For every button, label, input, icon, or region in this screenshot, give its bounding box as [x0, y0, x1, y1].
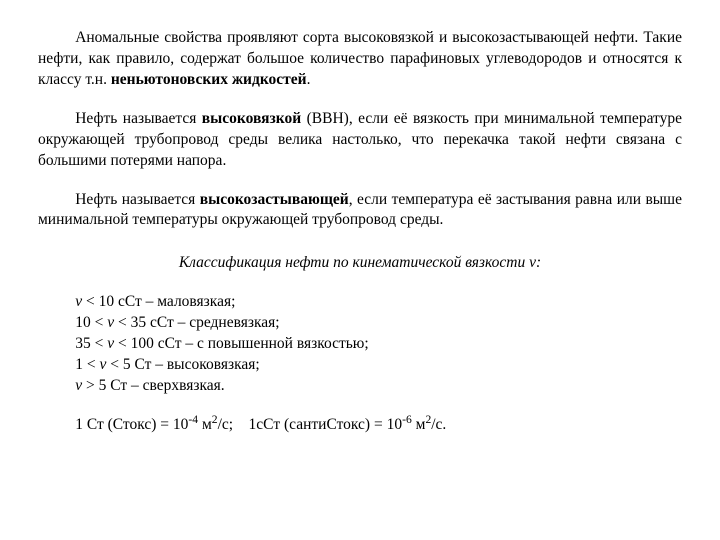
units-a-sup: -4 — [188, 413, 198, 426]
units-c-sup: -6 — [402, 413, 412, 426]
units-d: м — [412, 416, 426, 433]
list-row-3: 35 < ν < 100 сСт – с повышенной вязкость… — [38, 334, 682, 355]
list-row-2-b: < 35 сСт – средневязкая; — [114, 314, 280, 331]
units-a: 1 Ст (Стокс) = 10 — [75, 416, 188, 433]
heading-text-2: : — [536, 254, 541, 271]
list-row-2: 10 < ν < 35 сСт – средневязкая; — [38, 313, 682, 334]
p1-bold-1: неньютоновских жидкостей — [111, 71, 307, 88]
units-c: /с; 1сСт (сантиСтокс) = 10 — [218, 416, 403, 433]
units-e: /с. — [431, 416, 446, 433]
document-page: Аномальные свойства проявляют сорта высо… — [0, 0, 720, 456]
paragraph-3: Нефть называется высокозастывающей, если… — [38, 190, 682, 232]
list-row-5: ν > 5 Ст – сверхвязкая. — [38, 376, 682, 397]
p2-text-1: Нефть называется — [75, 110, 202, 127]
list-row-5-text: > 5 Ст – сверхвязкая. — [82, 377, 225, 394]
viscosity-list: ν < 10 сСт – маловязкая; 10 < ν < 35 сСт… — [38, 292, 682, 397]
units-row: 1 Ст (Стокс) = 10-4 м2/с; 1сСт (сантиСто… — [38, 415, 682, 436]
p2-bold-1: высоковязкой — [202, 110, 301, 127]
list-row-4-b: < 5 Ст – высоковязкая; — [106, 356, 259, 373]
heading-symbol: ν — [529, 254, 536, 271]
p3-bold-1: высокозастывающей — [200, 191, 349, 208]
paragraph-2: Нефть называется высоковязкой (ВВН), есл… — [38, 109, 682, 172]
paragraph-1: Аномальные свойства проявляют сорта высо… — [38, 28, 682, 91]
list-row-1-text: < 10 сСт – маловязкая; — [82, 293, 235, 310]
p3-text-1: Нефть называется — [75, 191, 200, 208]
list-row-4-a: 1 < — [75, 356, 99, 373]
p1-text-2: . — [307, 71, 311, 88]
list-row-2-a: 10 < — [75, 314, 107, 331]
units-b: м — [198, 416, 212, 433]
classification-heading: Классификация нефти по кинематической вя… — [38, 253, 682, 274]
list-row-4: 1 < ν < 5 Ст – высоковязкая; — [38, 355, 682, 376]
list-row-3-b: < 100 сСт – с повышенной вязкостью; — [114, 335, 369, 352]
list-row-1: ν < 10 сСт – маловязкая; — [38, 292, 682, 313]
list-row-3-a: 35 < — [75, 335, 107, 352]
heading-text-1: Классификация нефти по кинематической вя… — [179, 254, 529, 271]
